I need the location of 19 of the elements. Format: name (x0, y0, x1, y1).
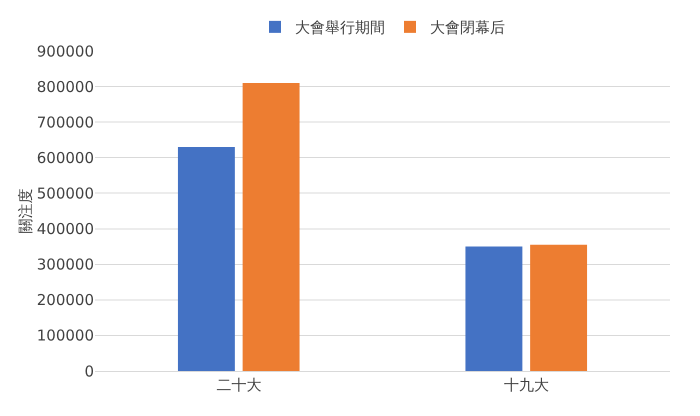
y-tick-label: 800000 (36, 78, 94, 96)
bar (465, 246, 522, 371)
x-tick-label: 二十大 (216, 376, 262, 394)
y-tick-label: 0 (84, 362, 94, 380)
y-axis-title: 關注度 (16, 188, 35, 234)
y-tick-label: 700000 (36, 113, 94, 132)
bar (242, 83, 300, 371)
bar (178, 147, 235, 371)
y-tick-label: 100000 (36, 326, 94, 345)
y-tick-label: 300000 (36, 256, 94, 274)
y-tick-label: 500000 (36, 184, 94, 202)
bar (530, 244, 588, 371)
legend-label: 大會閉幕后 (430, 18, 505, 37)
y-tick-label: 900000 (36, 42, 94, 60)
x-tick-label: 十九大 (504, 376, 549, 394)
y-tick-label: 600000 (36, 148, 94, 167)
y-tick-label: 400000 (36, 220, 94, 238)
y-tick-label: 200000 (36, 291, 94, 310)
legend-label: 大會舉行期間 (295, 18, 385, 37)
